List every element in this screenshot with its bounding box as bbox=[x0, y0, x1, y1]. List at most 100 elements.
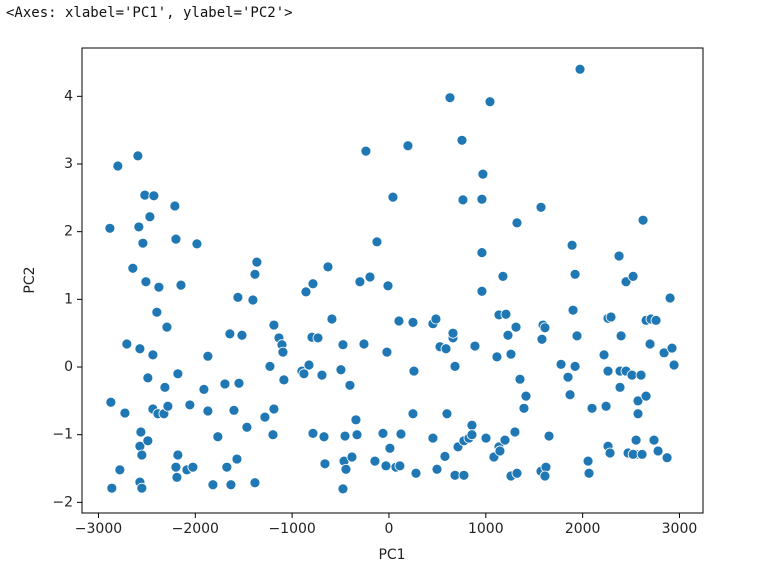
x-tick-label: 3000 bbox=[662, 521, 698, 537]
point bbox=[249, 268, 261, 280]
point bbox=[449, 360, 461, 372]
point bbox=[407, 316, 419, 328]
point bbox=[410, 467, 422, 479]
point bbox=[636, 448, 648, 460]
point bbox=[140, 276, 152, 288]
point bbox=[600, 400, 612, 412]
point bbox=[535, 201, 547, 213]
point bbox=[586, 402, 598, 414]
point bbox=[106, 482, 118, 494]
point bbox=[151, 306, 163, 318]
point bbox=[658, 347, 670, 359]
x-tick-label: −2000 bbox=[172, 521, 219, 537]
point bbox=[268, 403, 280, 415]
point bbox=[382, 280, 394, 292]
point bbox=[170, 461, 182, 473]
point bbox=[511, 467, 523, 479]
point bbox=[121, 338, 133, 350]
point bbox=[574, 63, 586, 75]
y-tick-label: −2 bbox=[52, 494, 73, 510]
point bbox=[640, 390, 652, 402]
point bbox=[277, 346, 289, 358]
point bbox=[127, 262, 139, 274]
point bbox=[172, 368, 184, 380]
x-axis-label: PC1 bbox=[378, 547, 405, 563]
point bbox=[171, 471, 183, 483]
point bbox=[221, 461, 233, 473]
point bbox=[427, 432, 439, 444]
point bbox=[202, 405, 214, 417]
point bbox=[247, 294, 259, 306]
y-tick-label: 2 bbox=[64, 224, 73, 240]
point bbox=[444, 92, 456, 104]
point bbox=[134, 343, 146, 355]
plot-area bbox=[104, 63, 680, 495]
point bbox=[564, 389, 576, 401]
point bbox=[228, 404, 240, 416]
point bbox=[307, 278, 319, 290]
x-tick-label: 1000 bbox=[468, 521, 504, 537]
point bbox=[316, 369, 328, 381]
point bbox=[224, 328, 236, 340]
x-tick-label: 0 bbox=[385, 521, 394, 537]
point bbox=[364, 271, 376, 283]
point bbox=[202, 350, 214, 362]
point bbox=[319, 458, 331, 470]
point bbox=[439, 450, 451, 462]
point bbox=[303, 359, 315, 371]
point bbox=[598, 349, 610, 361]
point bbox=[457, 194, 469, 206]
point bbox=[666, 342, 678, 354]
point bbox=[604, 447, 616, 459]
point bbox=[480, 432, 492, 444]
x-tick-label: 2000 bbox=[565, 521, 601, 537]
point bbox=[661, 452, 673, 464]
point bbox=[566, 239, 578, 251]
x-tick-label: −3000 bbox=[75, 521, 122, 537]
point bbox=[650, 314, 662, 326]
point bbox=[337, 339, 349, 351]
point bbox=[354, 276, 366, 288]
point bbox=[505, 348, 517, 360]
point bbox=[469, 340, 481, 352]
point bbox=[136, 482, 148, 494]
point bbox=[567, 304, 579, 316]
point bbox=[350, 414, 362, 426]
point bbox=[494, 445, 506, 457]
point bbox=[384, 442, 396, 454]
point bbox=[132, 150, 144, 162]
point bbox=[371, 236, 383, 248]
point bbox=[539, 470, 551, 482]
point bbox=[555, 358, 567, 370]
point bbox=[644, 338, 656, 350]
point bbox=[139, 189, 151, 201]
point bbox=[337, 483, 349, 495]
point bbox=[614, 381, 626, 393]
point bbox=[339, 430, 351, 442]
axes-frame bbox=[81, 47, 704, 514]
point bbox=[664, 292, 676, 304]
point bbox=[259, 411, 271, 423]
point bbox=[147, 349, 159, 361]
point bbox=[476, 193, 488, 205]
point bbox=[136, 449, 148, 461]
point bbox=[458, 469, 470, 481]
point bbox=[627, 448, 639, 460]
y-tick-label: 3 bbox=[64, 156, 73, 172]
point bbox=[447, 327, 459, 339]
point bbox=[377, 427, 389, 439]
point bbox=[137, 237, 149, 249]
point bbox=[440, 343, 452, 355]
x-tick-label: −1000 bbox=[268, 521, 315, 537]
point bbox=[431, 463, 443, 475]
point bbox=[484, 96, 496, 108]
point bbox=[499, 434, 511, 446]
point bbox=[133, 221, 145, 233]
point bbox=[407, 408, 419, 420]
point bbox=[511, 217, 523, 229]
point bbox=[466, 429, 478, 441]
point bbox=[142, 372, 154, 384]
point bbox=[104, 222, 116, 234]
point bbox=[632, 395, 644, 407]
